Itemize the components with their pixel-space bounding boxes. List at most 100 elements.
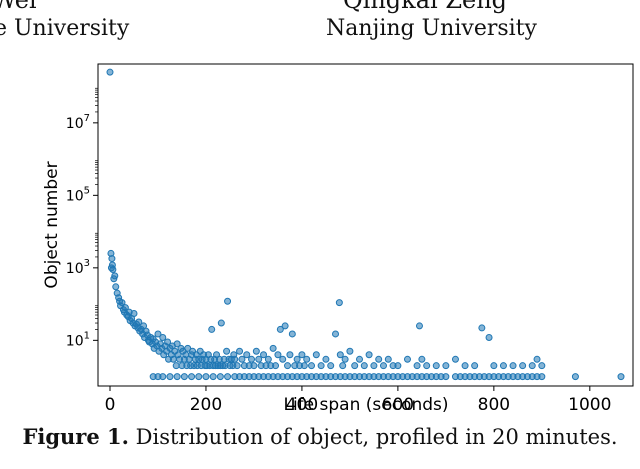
data-point bbox=[365, 351, 373, 359]
data-point bbox=[384, 355, 392, 363]
data-point bbox=[118, 299, 126, 307]
data-point bbox=[339, 362, 347, 370]
data-point bbox=[303, 355, 311, 363]
data-point bbox=[571, 373, 579, 381]
data-point bbox=[332, 330, 340, 338]
data-point bbox=[379, 362, 387, 370]
data-point bbox=[173, 340, 181, 348]
data-point bbox=[432, 362, 440, 370]
x-tick-label: 600 bbox=[382, 395, 414, 415]
data-point bbox=[233, 362, 241, 370]
data-point bbox=[248, 355, 256, 363]
data-point bbox=[478, 324, 486, 332]
data-point bbox=[415, 322, 423, 330]
data-point bbox=[312, 351, 320, 359]
data-point bbox=[159, 333, 167, 341]
data-point bbox=[169, 355, 177, 363]
data-point bbox=[519, 362, 527, 370]
data-point bbox=[269, 344, 277, 352]
caption-label: Figure 1. bbox=[22, 424, 129, 449]
y-tick-label: 105 bbox=[66, 185, 90, 204]
y-axis-label: Object number bbox=[42, 161, 62, 288]
data-point bbox=[509, 362, 517, 370]
data-point bbox=[293, 355, 301, 363]
data-point bbox=[356, 355, 364, 363]
y-axis: 101 103 105 107 bbox=[66, 87, 98, 349]
data-point bbox=[202, 373, 210, 381]
data-point bbox=[341, 355, 349, 363]
data-point bbox=[274, 351, 282, 359]
data-point bbox=[423, 362, 431, 370]
data-point bbox=[112, 283, 120, 291]
data-point bbox=[403, 355, 411, 363]
data-point bbox=[322, 355, 330, 363]
data-point bbox=[370, 362, 378, 370]
data-point bbox=[375, 355, 383, 363]
data-point bbox=[286, 351, 294, 359]
x-axis: 0 200 400 600 800 1000 bbox=[105, 386, 611, 415]
y-tick-label: 101 bbox=[66, 330, 90, 349]
x-tick-label: 800 bbox=[478, 395, 510, 415]
data-point bbox=[288, 330, 296, 338]
data-point bbox=[250, 362, 258, 370]
data-point bbox=[499, 362, 507, 370]
data-point bbox=[442, 373, 450, 381]
data-point bbox=[335, 299, 343, 307]
data-point bbox=[298, 351, 306, 359]
data-point bbox=[216, 373, 224, 381]
author-right-name: Qingkai Zeng bbox=[343, 0, 508, 14]
data-point bbox=[471, 362, 479, 370]
data-point bbox=[231, 355, 239, 363]
data-points bbox=[106, 68, 625, 381]
figure-caption: Figure 1. Distribution of object, profil… bbox=[0, 424, 640, 449]
data-point bbox=[538, 373, 546, 381]
data-point bbox=[538, 362, 546, 370]
y-tick-label: 107 bbox=[66, 113, 90, 132]
data-point bbox=[130, 310, 138, 318]
data-point bbox=[243, 351, 251, 359]
data-point bbox=[264, 355, 272, 363]
data-point bbox=[108, 255, 116, 263]
x-tick-label: 0 bbox=[105, 395, 116, 415]
data-point bbox=[617, 373, 625, 381]
data-point bbox=[166, 373, 174, 381]
data-point bbox=[272, 362, 280, 370]
data-point bbox=[276, 325, 284, 333]
data-point bbox=[188, 373, 196, 381]
data-point bbox=[111, 272, 119, 280]
data-point bbox=[533, 355, 541, 363]
data-point bbox=[336, 351, 344, 359]
data-point bbox=[300, 362, 308, 370]
data-point bbox=[279, 355, 287, 363]
x-tick-label: 400 bbox=[286, 395, 318, 415]
x-axis-label: Life span (seconds) bbox=[283, 395, 448, 415]
data-point bbox=[308, 362, 316, 370]
data-point bbox=[121, 304, 129, 312]
data-point bbox=[418, 355, 426, 363]
plot-frame bbox=[97, 63, 634, 387]
data-point bbox=[172, 362, 180, 370]
data-point bbox=[195, 373, 203, 381]
author-left-name: Wei bbox=[0, 0, 37, 14]
data-point bbox=[224, 297, 232, 305]
data-point bbox=[281, 322, 289, 330]
data-point bbox=[107, 264, 115, 272]
data-point bbox=[208, 325, 216, 333]
data-point bbox=[360, 362, 368, 370]
data-point bbox=[236, 347, 244, 355]
data-point bbox=[485, 333, 493, 341]
data-point bbox=[159, 373, 167, 381]
data-point bbox=[351, 362, 359, 370]
data-point bbox=[180, 373, 188, 381]
data-point bbox=[173, 373, 181, 381]
data-point bbox=[224, 373, 232, 381]
data-point bbox=[528, 362, 536, 370]
data-point bbox=[223, 347, 231, 355]
data-point bbox=[442, 362, 450, 370]
data-point bbox=[255, 355, 263, 363]
data-point bbox=[461, 362, 469, 370]
data-point bbox=[317, 362, 325, 370]
data-point bbox=[209, 373, 217, 381]
data-point bbox=[252, 347, 260, 355]
author-right-affiliation: Nanjing University bbox=[326, 16, 537, 41]
